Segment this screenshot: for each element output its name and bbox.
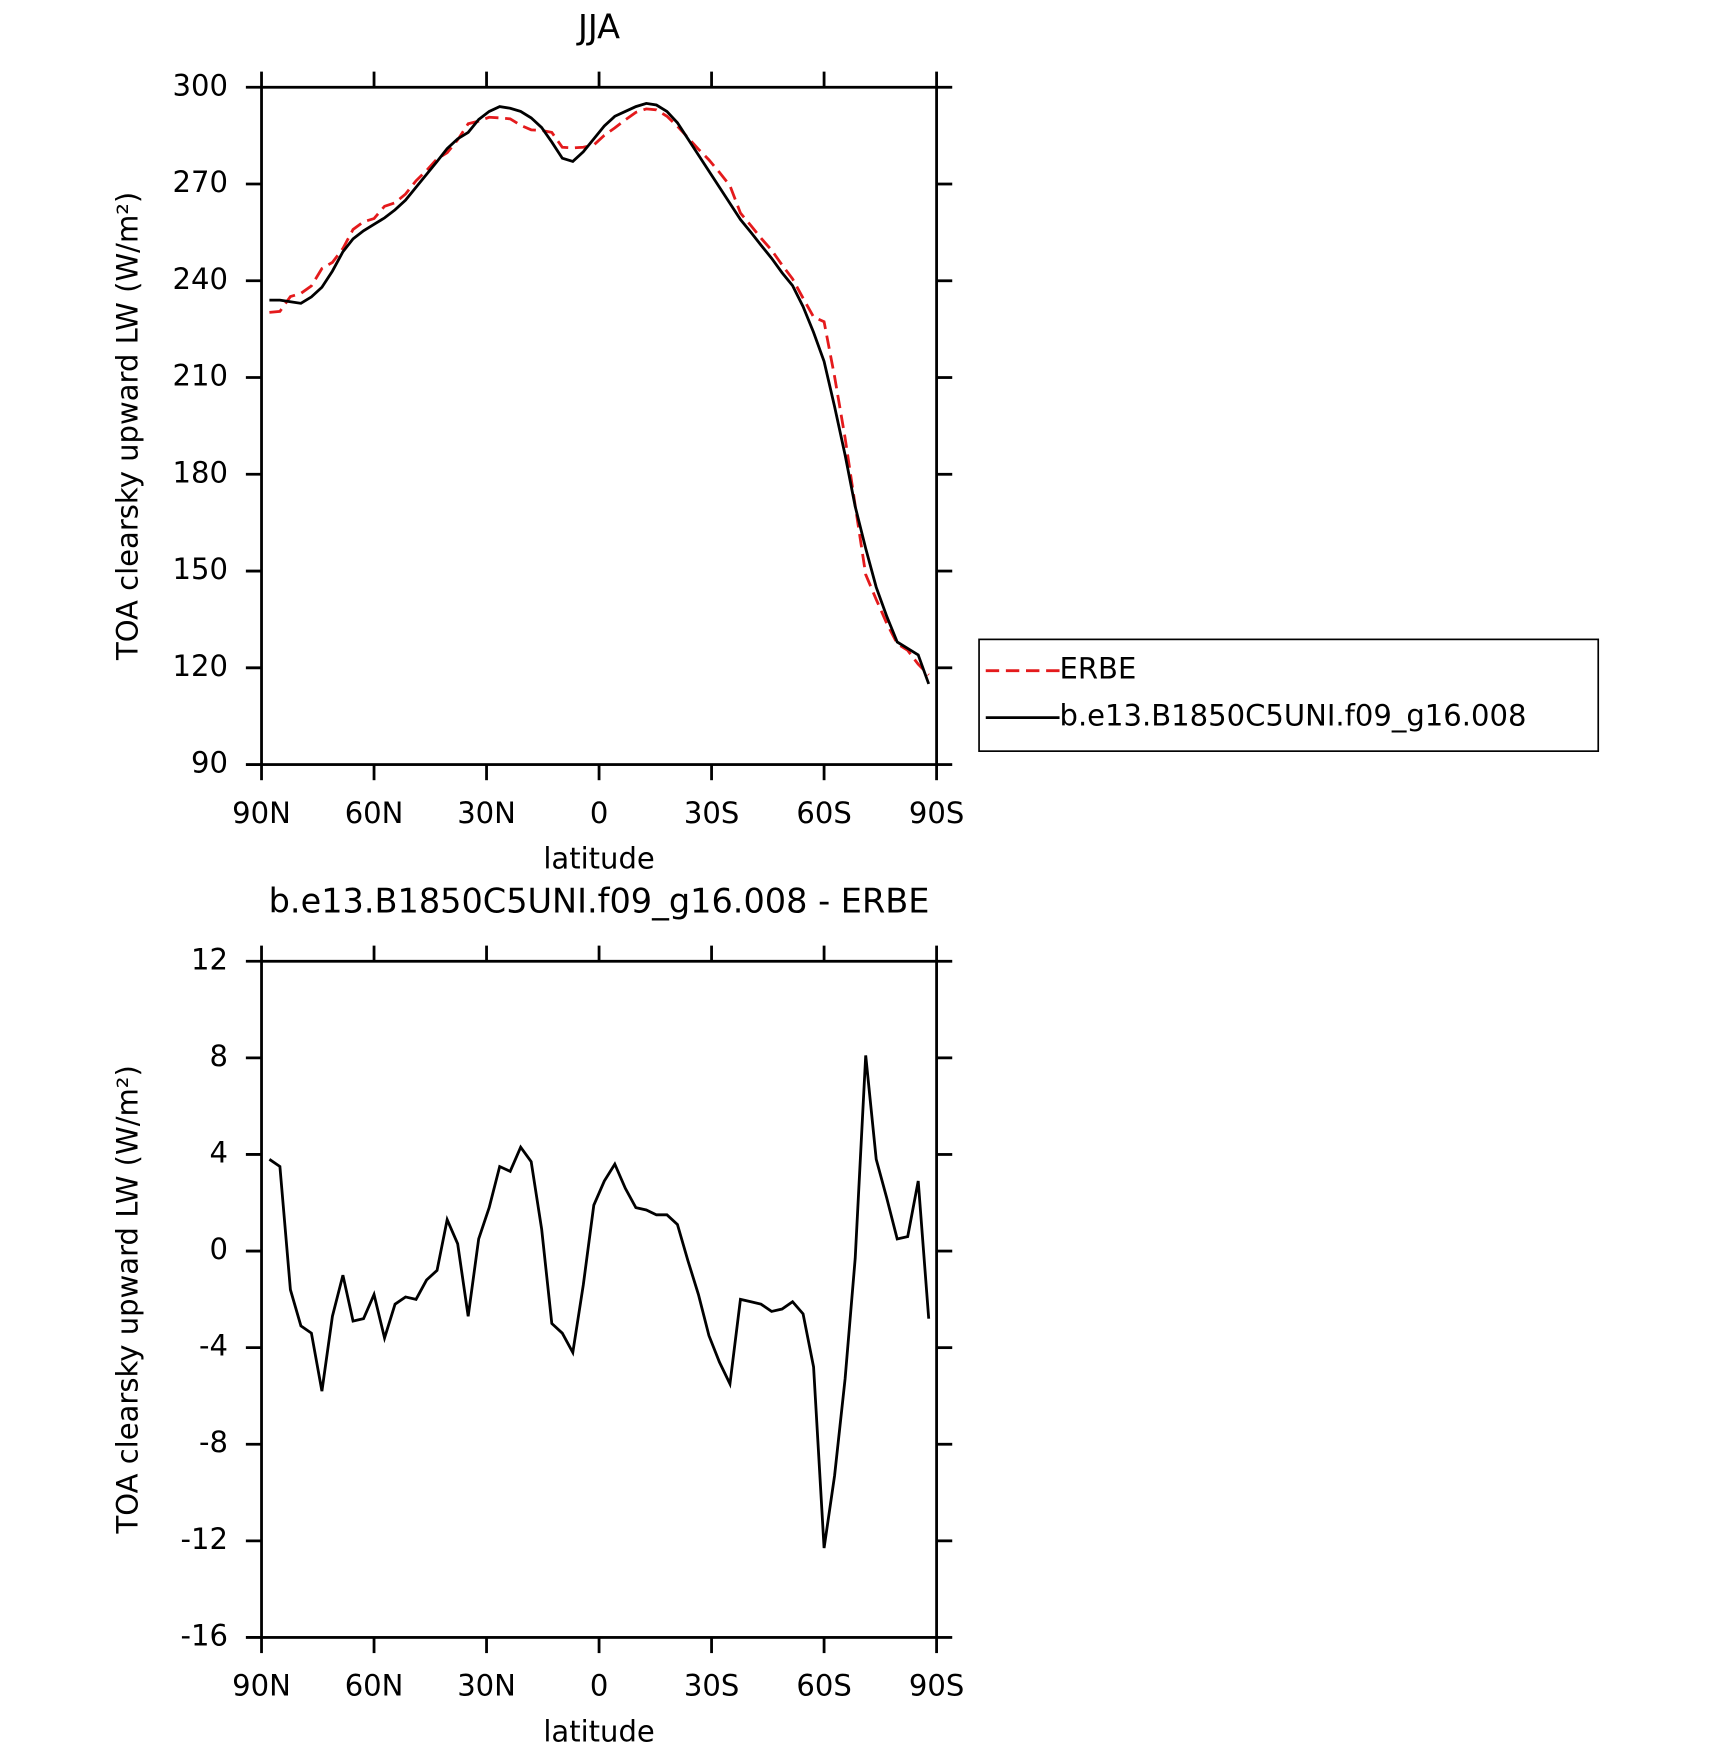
x-tick-label: 30S (684, 796, 739, 830)
x-tick-label: 90N (232, 1669, 291, 1703)
x-tick-label: 30N (457, 796, 516, 830)
x-tick-label: 90N (232, 796, 291, 830)
data-line (268, 1055, 931, 1549)
chart-title: b.e13.B1850C5UNI.f09_g16.008 - ERBE (269, 882, 930, 921)
x-axis-label: latitude (543, 1715, 654, 1749)
y-tick-label: 240 (173, 262, 228, 296)
y-tick-label: -4 (199, 1329, 228, 1363)
x-tick-label: 30N (457, 1669, 516, 1703)
y-tick-label: 300 (173, 68, 228, 102)
y-tick-label: 12 (191, 942, 228, 976)
y-tick-label: 150 (173, 552, 228, 586)
y-axis-label: TOA clearsky upward LW (W/m²) (111, 1065, 145, 1534)
plot-frame (260, 85, 938, 766)
chart-title: JJA (576, 8, 620, 47)
y-tick-label: 90 (191, 746, 228, 780)
x-tick-label: 0 (590, 1669, 608, 1703)
x-tick-label: 30S (684, 1669, 739, 1703)
x-tick-label: 60S (796, 1669, 851, 1703)
x-tick-label: 90S (909, 796, 964, 830)
y-tick-label: 120 (173, 649, 228, 683)
y-tick-label: -16 (181, 1618, 228, 1652)
x-axis-label: latitude (543, 842, 654, 876)
x-tick-label: 60S (796, 796, 851, 830)
x-tick-label: 90S (909, 1669, 964, 1703)
x-tick-label: 60N (345, 1669, 404, 1703)
data-line (269, 101, 931, 685)
y-tick-label: 210 (173, 359, 228, 393)
data-line (269, 107, 930, 676)
y-tick-label: 8 (210, 1039, 228, 1073)
y-tick-label: -8 (199, 1425, 228, 1459)
y-tick-label: -12 (181, 1522, 228, 1556)
x-tick-label: 0 (590, 796, 608, 830)
y-axis-label: TOA clearsky upward LW (W/m²) (111, 192, 145, 661)
y-tick-label: 4 (210, 1135, 228, 1169)
y-tick-label: 270 (173, 165, 228, 199)
legend-box (978, 638, 1600, 752)
legend-label: b.e13.B1850C5UNI.f09_g16.008 (1060, 699, 1527, 733)
plot-frame (260, 959, 938, 1639)
x-tick-label: 60N (345, 796, 404, 830)
y-tick-label: 180 (173, 455, 228, 489)
legend-label: ERBE (1060, 652, 1137, 686)
y-tick-label: 0 (210, 1232, 228, 1266)
